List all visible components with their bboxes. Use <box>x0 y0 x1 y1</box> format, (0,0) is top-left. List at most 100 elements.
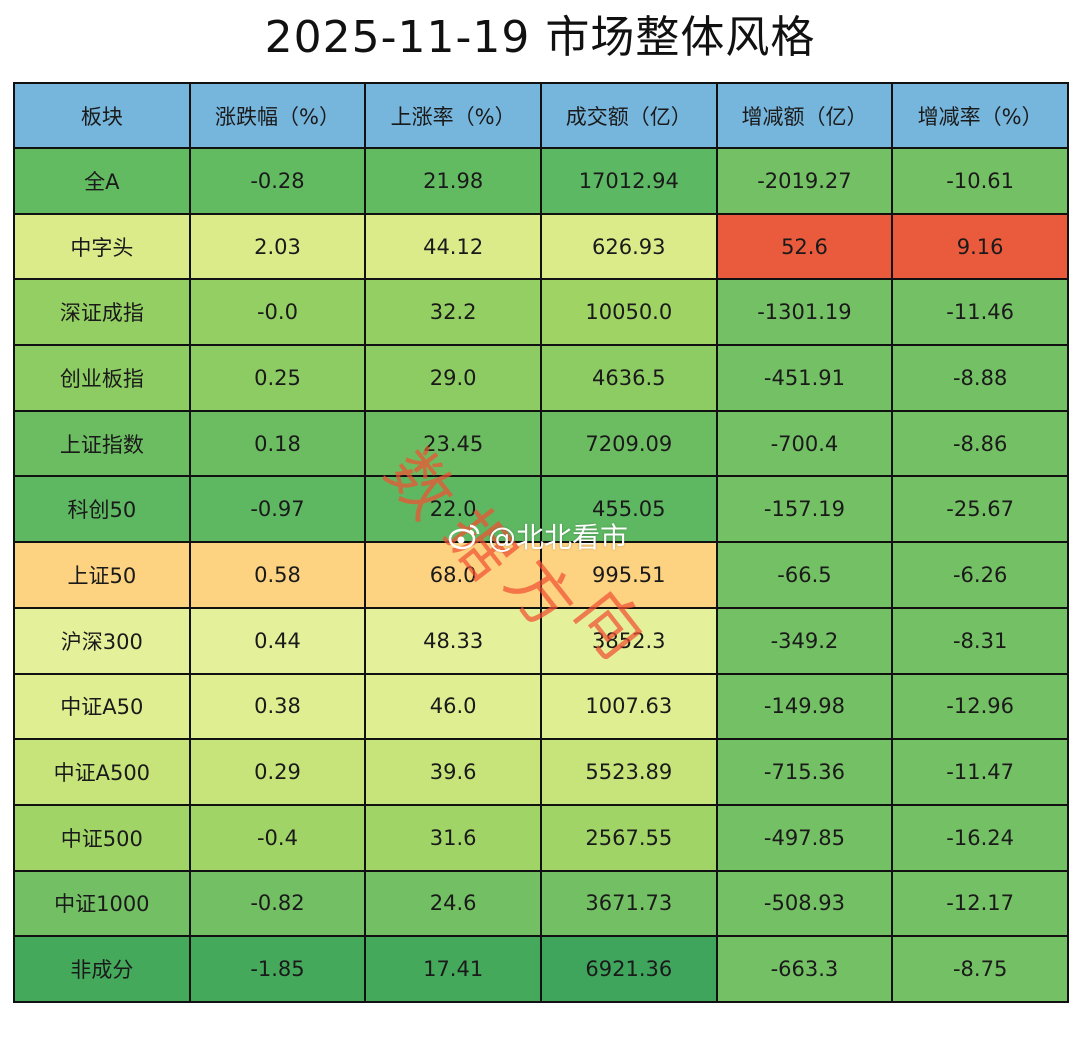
value-cell: -10.61 <box>891 147 1069 215</box>
value-cell: -497.85 <box>715 803 894 872</box>
value-cell: 46.0 <box>364 672 542 741</box>
table-row: 上证指数 0.18 23.45 7209.09 -700.4 -8.86 <box>13 409 1069 478</box>
value-cell: 21.98 <box>364 147 542 215</box>
sector-name-cell: 沪深300 <box>13 606 191 675</box>
value-cell: 68.0 <box>364 541 542 609</box>
value-cell: -700.4 <box>715 409 894 478</box>
table-row: 非成分 -1.85 17.41 6921.36 -663.3 -8.75 <box>13 935 1069 1003</box>
value-cell: 0.25 <box>188 344 367 412</box>
value-cell: 2.03 <box>188 212 367 281</box>
value-cell: 22.0 <box>364 475 542 544</box>
column-header: 上涨率（%） <box>364 82 542 149</box>
value-cell: 17.41 <box>364 935 542 1003</box>
column-header: 增减额（亿） <box>715 82 894 149</box>
sector-name-cell: 中证A50 <box>13 672 191 741</box>
value-cell: 10050.0 <box>539 278 718 347</box>
sector-name-cell: 全A <box>13 147 191 215</box>
column-header: 板块 <box>13 82 191 149</box>
value-cell: -16.24 <box>891 803 1069 872</box>
value-cell: 4636.5 <box>539 344 718 412</box>
column-header: 成交额（亿） <box>539 82 718 149</box>
table-row: 沪深300 0.44 48.33 3852.3 -349.2 -8.31 <box>13 606 1069 675</box>
column-header: 涨跌幅（%） <box>188 82 367 149</box>
value-cell: -2019.27 <box>715 147 894 215</box>
value-cell: 39.6 <box>364 738 542 806</box>
value-cell: -25.67 <box>891 475 1069 544</box>
value-cell: 2567.55 <box>539 803 718 872</box>
value-cell: 44.12 <box>364 212 542 281</box>
table-header-row: 板块 涨跌幅（%） 上涨率（%） 成交额（亿） 增减额（亿） 增减率（%） <box>13 82 1069 149</box>
value-cell: -0.4 <box>188 803 367 872</box>
page-title: 2025-11-19 市场整体风格 <box>264 12 816 63</box>
value-cell: 3852.3 <box>539 606 718 675</box>
table-row: 科创50 -0.97 22.0 455.05 -157.19 -25.67 <box>13 475 1069 544</box>
value-cell: 6921.36 <box>539 935 718 1003</box>
value-cell: 32.2 <box>364 278 542 347</box>
value-cell: 0.29 <box>188 738 367 806</box>
value-cell: -1301.19 <box>715 278 894 347</box>
value-cell: -8.31 <box>891 606 1069 675</box>
value-cell: -12.17 <box>891 869 1069 938</box>
sector-name-cell: 深证成指 <box>13 278 191 347</box>
column-header: 增减率（%） <box>891 82 1069 149</box>
value-cell: -0.0 <box>188 278 367 347</box>
table-row: 中证A50 0.38 46.0 1007.63 -149.98 -12.96 <box>13 672 1069 741</box>
table-row: 创业板指 0.25 29.0 4636.5 -451.91 -8.88 <box>13 344 1069 412</box>
value-cell: -451.91 <box>715 344 894 412</box>
value-cell: 3671.73 <box>539 869 718 938</box>
value-cell: -6.26 <box>891 541 1069 609</box>
table-row: 中证500 -0.4 31.6 2567.55 -497.85 -16.24 <box>13 803 1069 872</box>
value-cell: -508.93 <box>715 869 894 938</box>
value-cell: 5523.89 <box>539 738 718 806</box>
value-cell: -0.82 <box>188 869 367 938</box>
value-cell: -349.2 <box>715 606 894 675</box>
value-cell: 48.33 <box>364 606 542 675</box>
table-row: 中证A500 0.29 39.6 5523.89 -715.36 -11.47 <box>13 738 1069 806</box>
table-row: 全A -0.28 21.98 17012.94 -2019.27 -10.61 <box>13 147 1069 215</box>
sector-name-cell: 创业板指 <box>13 344 191 412</box>
value-cell: 17012.94 <box>539 147 718 215</box>
value-cell: 9.16 <box>891 212 1069 281</box>
value-cell: 0.58 <box>188 541 367 609</box>
market-style-table: 板块 涨跌幅（%） 上涨率（%） 成交额（亿） 增减额（亿） 增减率（%） 全A… <box>13 82 1069 1003</box>
value-cell: -12.96 <box>891 672 1069 741</box>
table-row: 中字头 2.03 44.12 626.93 52.6 9.16 <box>13 212 1069 281</box>
sector-name-cell: 科创50 <box>13 475 191 544</box>
value-cell: -149.98 <box>715 672 894 741</box>
value-cell: -8.88 <box>891 344 1069 412</box>
sector-name-cell: 中证A500 <box>13 738 191 806</box>
value-cell: 23.45 <box>364 409 542 478</box>
value-cell: -8.86 <box>891 409 1069 478</box>
sector-name-cell: 中字头 <box>13 212 191 281</box>
value-cell: -715.36 <box>715 738 894 806</box>
value-cell: -11.46 <box>891 278 1069 347</box>
value-cell: -0.28 <box>188 147 367 215</box>
sector-name-cell: 中证500 <box>13 803 191 872</box>
value-cell: 626.93 <box>539 212 718 281</box>
value-cell: -663.3 <box>715 935 894 1003</box>
value-cell: 0.44 <box>188 606 367 675</box>
value-cell: 7209.09 <box>539 409 718 478</box>
value-cell: 52.6 <box>715 212 894 281</box>
value-cell: 0.38 <box>188 672 367 741</box>
sector-name-cell: 上证指数 <box>13 409 191 478</box>
value-cell: -157.19 <box>715 475 894 544</box>
value-cell: -66.5 <box>715 541 894 609</box>
value-cell: -8.75 <box>891 935 1069 1003</box>
value-cell: -0.97 <box>188 475 367 544</box>
value-cell: 995.51 <box>539 541 718 609</box>
sector-name-cell: 上证50 <box>13 541 191 609</box>
value-cell: 0.18 <box>188 409 367 478</box>
sector-name-cell: 非成分 <box>13 935 191 1003</box>
table-row: 上证50 0.58 68.0 995.51 -66.5 -6.26 <box>13 541 1069 609</box>
value-cell: -1.85 <box>188 935 367 1003</box>
value-cell: 31.6 <box>364 803 542 872</box>
value-cell: 1007.63 <box>539 672 718 741</box>
value-cell: 24.6 <box>364 869 542 938</box>
table-row: 深证成指 -0.0 32.2 10050.0 -1301.19 -11.46 <box>13 278 1069 347</box>
value-cell: 29.0 <box>364 344 542 412</box>
value-cell: 455.05 <box>539 475 718 544</box>
value-cell: -11.47 <box>891 738 1069 806</box>
sector-name-cell: 中证1000 <box>13 869 191 938</box>
table-row: 中证1000 -0.82 24.6 3671.73 -508.93 -12.17 <box>13 869 1069 938</box>
